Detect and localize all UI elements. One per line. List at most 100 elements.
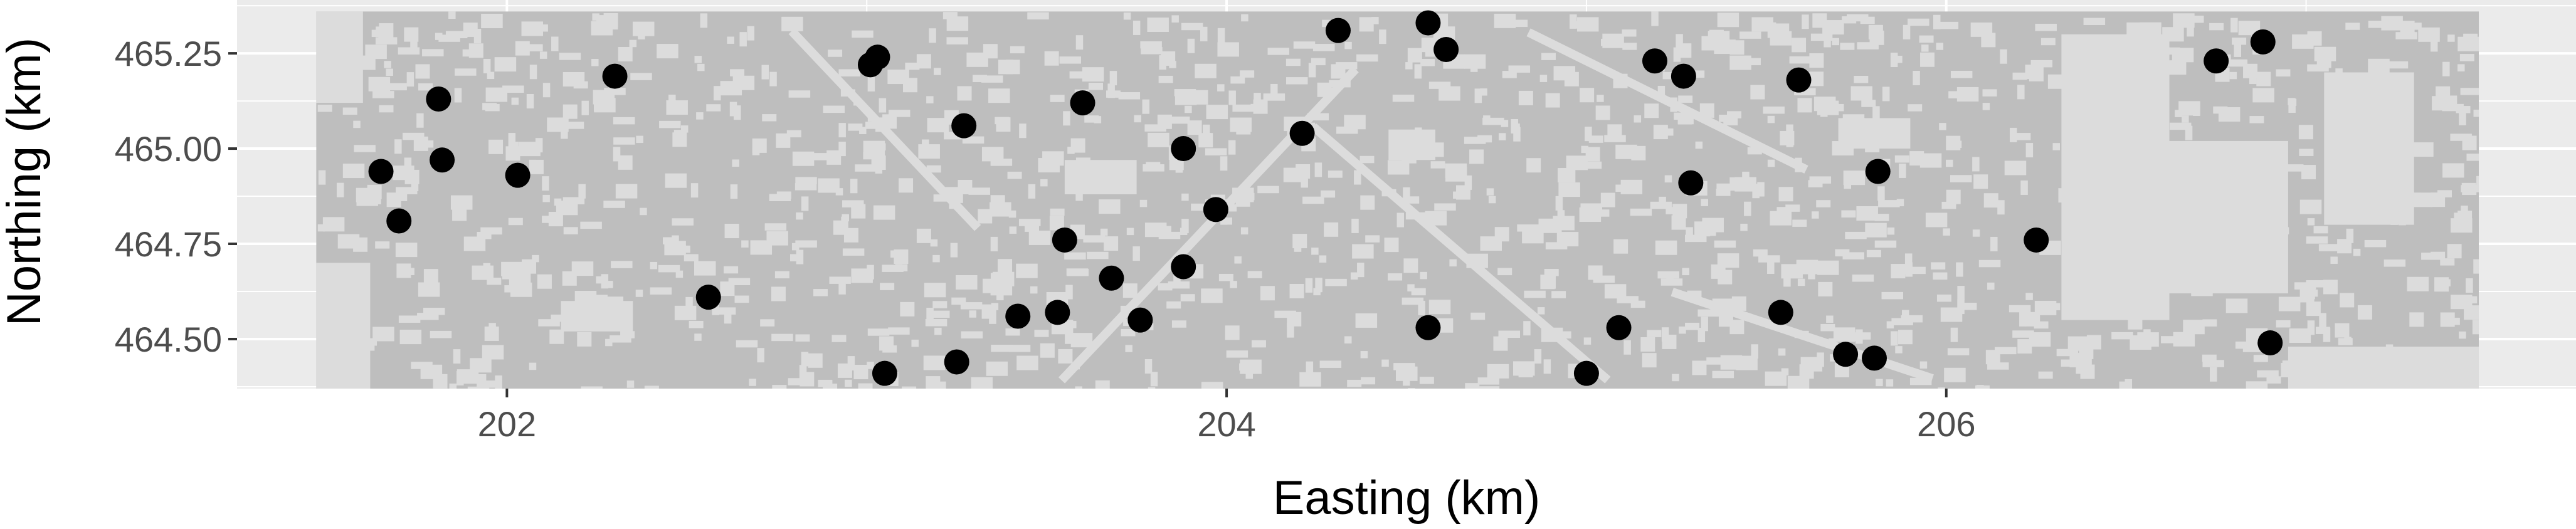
raster-speck [559, 53, 581, 60]
raster-speck [808, 353, 823, 368]
y-tick-label: 464.50 [115, 320, 222, 359]
raster-speck [573, 81, 588, 89]
raster-speck [1957, 286, 1965, 301]
raster-speck [2098, 207, 2113, 215]
raster-speck [1361, 377, 1376, 385]
raster-speck [990, 195, 1005, 202]
raster-speck [2076, 366, 2083, 374]
raster-speck [966, 52, 988, 67]
raster-speck [1640, 337, 1655, 352]
raster-speck [2126, 22, 2141, 37]
raster-speck [1843, 145, 1850, 152]
raster-speck [2451, 218, 2473, 233]
raster-speck [551, 314, 573, 322]
raster-speck [1842, 252, 1865, 259]
raster-speck [1122, 283, 1138, 298]
raster-speck [584, 305, 606, 320]
raster-speck [2076, 222, 2084, 230]
raster-speck [1270, 83, 1278, 98]
raster-speck [2040, 38, 2056, 46]
raster-speck [1726, 111, 1741, 118]
raster-speck [962, 136, 984, 144]
raster-speck [1767, 159, 1775, 167]
raster-speck [1566, 155, 1588, 170]
raster-speck [542, 83, 551, 98]
raster-speck [1650, 201, 1672, 209]
raster-speck [526, 24, 548, 32]
raster-speck [2175, 110, 2182, 117]
raster-speck [353, 276, 368, 285]
raster-speck [365, 45, 387, 60]
raster-speck [2447, 34, 2455, 42]
raster-speck [2436, 86, 2451, 101]
raster-speck [1226, 350, 1248, 358]
raster-speck [1778, 348, 1786, 356]
raster-speck [1904, 253, 1913, 268]
raster-speck [1905, 262, 1913, 277]
raster-speck [949, 201, 956, 209]
raster-speck [983, 44, 998, 59]
raster-speck [1936, 43, 1944, 50]
raster-speck [386, 68, 393, 76]
raster-speck [1075, 193, 1083, 201]
raster-speck [1659, 128, 1674, 136]
raster-speck [1312, 44, 1335, 51]
raster-speck [924, 283, 946, 298]
raster-speck [406, 72, 414, 87]
raster-speck [2034, 300, 2057, 315]
data-point [602, 63, 628, 89]
raster-speck [1920, 52, 1935, 67]
raster-speck [488, 139, 504, 154]
raster-speck [1168, 281, 1190, 289]
raster-speck [418, 282, 440, 297]
raster-speck [2214, 220, 2229, 228]
raster-speck [1134, 115, 1141, 123]
raster-speck [1181, 193, 1189, 201]
raster-speck [871, 143, 886, 151]
raster-speck [1104, 236, 1119, 251]
raster-speck [1931, 262, 1946, 270]
raster-speck [1344, 115, 1366, 130]
raster-speck [1217, 42, 1239, 57]
raster-speck [1673, 47, 1681, 62]
raster-speck [1148, 387, 1156, 389]
raster-speck [1657, 85, 1665, 100]
raster-speck [395, 243, 418, 258]
raster-speck [2238, 195, 2246, 202]
raster-speck [1882, 86, 1890, 102]
raster-speck [1498, 330, 1520, 338]
raster-speck [788, 90, 811, 98]
raster-speck [2004, 160, 2027, 175]
raster-speck [1808, 180, 1823, 187]
raster-speck [1360, 351, 1368, 359]
raster-speck [1240, 227, 1248, 235]
raster-speck [1140, 41, 1162, 49]
raster-speck [1195, 63, 1217, 78]
raster-speck [1344, 336, 1352, 343]
raster-speck [1758, 255, 1780, 263]
raster-speck [413, 136, 428, 151]
raster-speck [1817, 260, 1839, 275]
raster-speck [1613, 239, 1628, 254]
raster-speck [485, 87, 508, 102]
raster-speck [1410, 142, 1425, 157]
raster-speck [538, 319, 560, 327]
raster-speck [2222, 212, 2237, 219]
raster-speck [1729, 177, 1751, 185]
raster-speck [2299, 199, 2322, 214]
raster-speck [2431, 251, 2446, 259]
x-tick-label: 206 [1917, 404, 1975, 444]
raster-speck [457, 370, 464, 385]
raster-speck [1783, 272, 1791, 287]
raster-speck [2130, 305, 2138, 312]
raster-speck [1816, 200, 1831, 207]
data-point [1171, 136, 1196, 162]
raster-speck [605, 338, 613, 347]
raster-speck [1321, 190, 1336, 198]
raster-speck [1753, 249, 1768, 257]
raster-speck [771, 286, 786, 301]
raster-speck [1438, 86, 1460, 101]
raster-speck [1857, 42, 1879, 50]
raster-speck [1308, 63, 1316, 78]
raster-speck [1706, 357, 1728, 365]
